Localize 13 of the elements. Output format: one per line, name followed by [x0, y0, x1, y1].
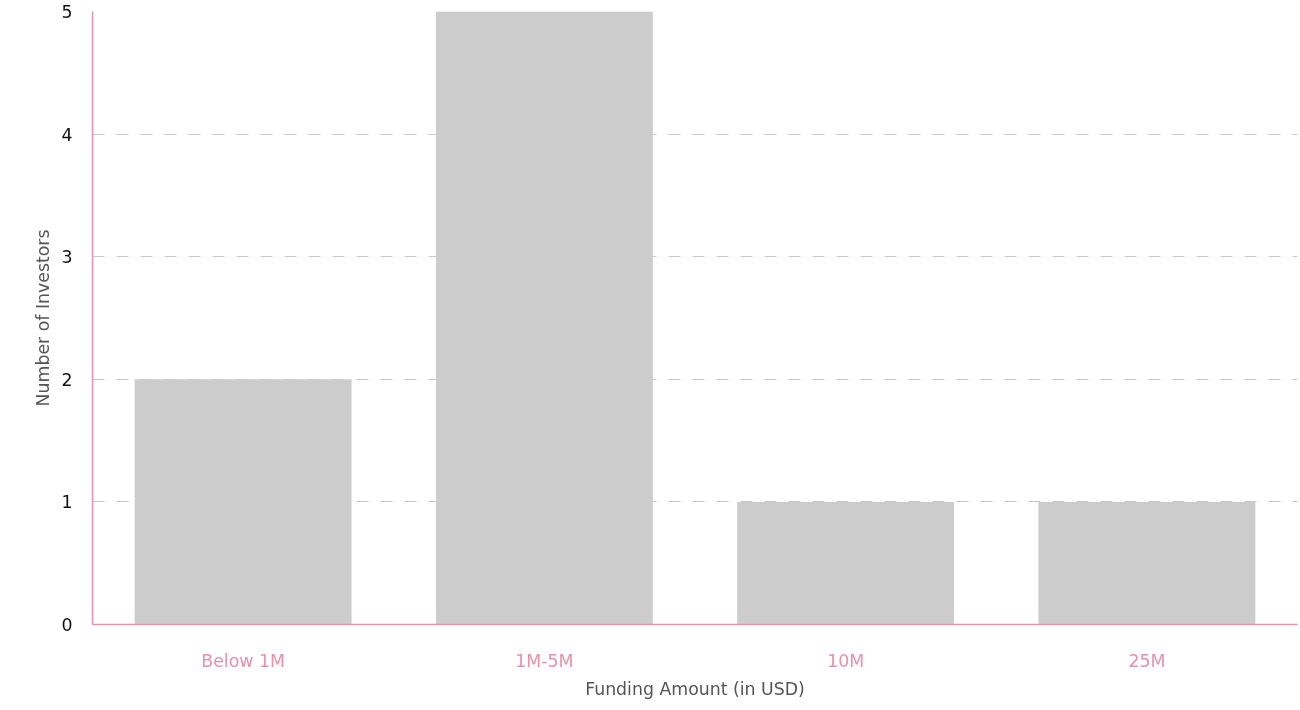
y-tick-label: 0 [61, 615, 73, 635]
x-tick-label: Below 1M [201, 650, 285, 671]
x-tick-label: 10M [827, 650, 865, 671]
y-tick-label: 5 [61, 2, 73, 22]
x-axis-title: Funding Amount (in USD) [585, 678, 805, 699]
x-tick-label: 1M-5M [515, 650, 574, 671]
y-tick-label: 2 [61, 369, 73, 390]
x-tick-label: 25M [1128, 650, 1166, 671]
y-axis-title: Number of Investors [33, 229, 54, 407]
y-tick-label: 3 [61, 247, 73, 268]
y-tick-label: 1 [61, 492, 73, 513]
y-tick-label: 4 [61, 124, 73, 145]
bar [134, 379, 352, 625]
